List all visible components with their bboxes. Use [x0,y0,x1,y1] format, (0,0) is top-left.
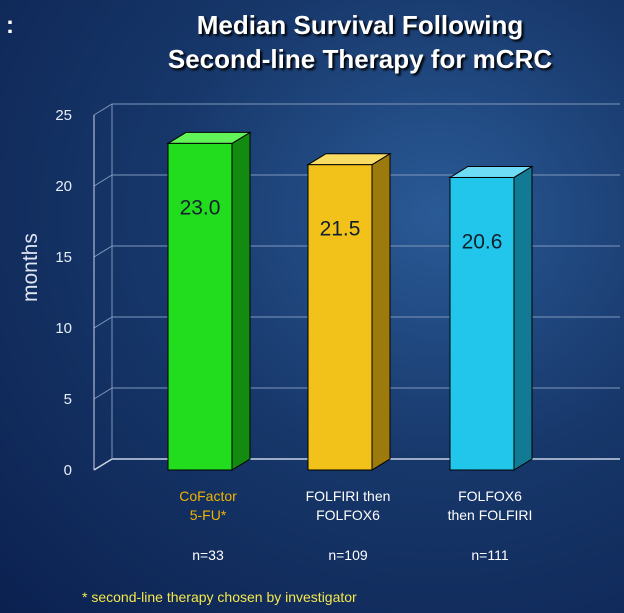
x-category-label: FOLFOX6 [458,488,522,504]
bar-side [513,165,533,471]
bar [167,142,233,471]
bar [449,176,515,471]
corner-mark: : [6,12,14,39]
y-tick-label: 15 [55,249,72,266]
y-tick-label: 0 [64,462,72,479]
x-category-label: FOLFOX6 [316,507,380,523]
sample-size-label: n=33 [192,547,224,563]
bar-side [231,131,251,471]
bar-value-label: 21.5 [320,218,361,241]
sample-size-label: n=111 [471,547,508,563]
x-category-label: 5-FU* [190,507,227,523]
bar-value-label: 20.6 [462,230,503,253]
bar-value-label: 23.0 [180,196,221,219]
chart-title: Median Survival Following Second-line Th… [100,8,620,76]
bar-side [371,152,391,471]
y-tick-label: 10 [55,320,72,337]
y-tick-label: 25 [55,107,72,124]
chart-title-line1: Median Survival Following [196,10,524,40]
x-category-label: then FOLFIRI [448,507,533,523]
gridline [93,103,620,116]
y-tick-label: 20 [55,178,72,195]
footnote: * second-line therapy chosen by investig… [82,589,357,605]
bar [307,164,373,471]
chart-title-line2: Second-line Therapy for mCRC [167,44,553,74]
x-category-label: CoFactor [179,488,237,504]
sample-size-label: n=109 [328,547,368,563]
y-tick-label: 5 [64,391,72,408]
x-category-label: FOLFIRI then [306,488,391,504]
